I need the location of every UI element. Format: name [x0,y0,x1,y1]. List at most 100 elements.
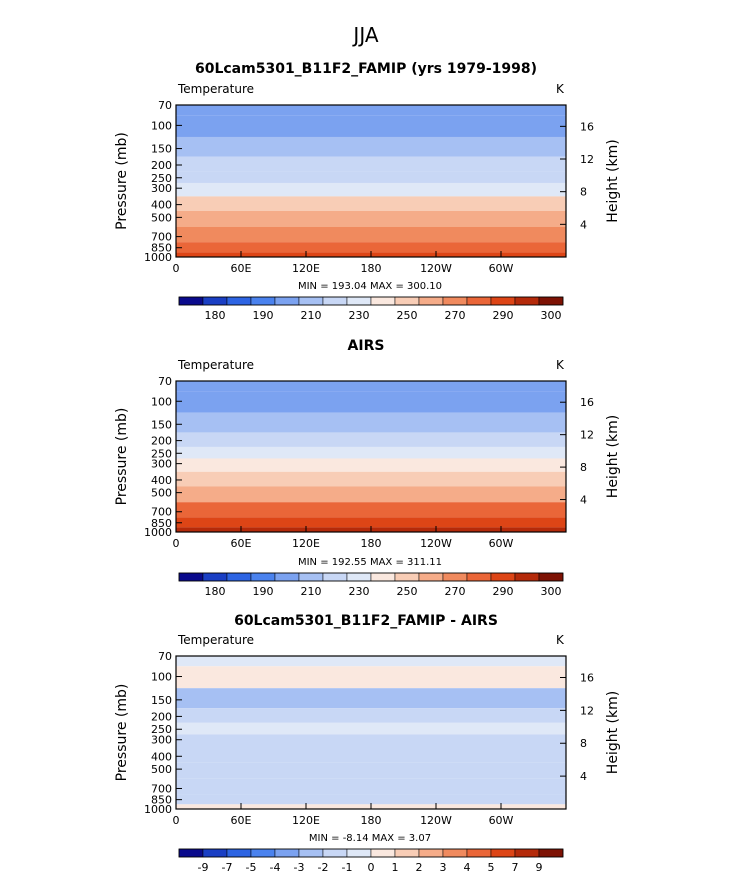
panel-title: 60Lcam5301_B11F2_FAMIP - AIRS [234,613,498,629]
colorbar-swatch [178,848,204,858]
colorbar-label: -4 [270,861,281,874]
colorbar-swatch [442,572,468,582]
x-tick-label: 0 [173,262,180,275]
contour-band [176,486,566,503]
x-tick-label: 0 [173,537,180,550]
panel-title: AIRS [348,338,385,354]
colorbar-swatch [442,296,468,306]
colorbar-swatch [514,296,540,306]
y-tick-label: 200 [151,435,172,448]
contour-band [176,748,566,763]
colorbar-swatch [514,848,540,858]
y-tick-label: 200 [151,710,172,723]
colorbar-swatch [466,848,492,858]
contour-band [176,458,566,472]
colorbar-label: 210 [301,309,322,322]
y-tick-label: 70 [158,99,172,112]
colorbar-swatch [274,848,300,858]
x-tick-label: 120W [420,814,452,827]
colorbar-swatch [346,296,372,306]
y-tick-label: 150 [151,418,172,431]
y2-axis-title: Height (km) [605,691,621,774]
colorbar-label: 4 [464,861,471,874]
colorbar-swatch [226,848,252,858]
colorbar-label: 190 [253,585,274,598]
colorbar-frame [178,572,564,582]
colorbar-label: 300 [541,309,562,322]
colorbar-swatch [298,296,324,306]
x-tick-label: 180 [361,537,382,550]
y-axis-title: Pressure (mb) [114,408,130,506]
y-axis-title: Pressure (mb) [114,684,130,782]
y-tick-label: 150 [151,143,172,156]
colorbar-swatch [298,848,324,858]
colorbar-label: 290 [493,585,514,598]
variable-label: Temperature [177,358,254,372]
colorbar-swatch [490,296,516,306]
colorbar-swatch [298,572,324,582]
y-tick-label: 70 [158,650,172,663]
contour-band [176,136,566,157]
colorbar-label: 230 [349,309,370,322]
y-tick-label: 100 [151,671,172,684]
y2-axis-title: Height (km) [605,139,621,222]
colorbar-swatch [418,296,444,306]
colorbar-swatch [202,848,228,858]
y-tick-label: 850 [151,794,172,807]
colorbar-label: -3 [294,861,305,874]
contour-band [176,794,566,805]
colorbar-swatch [178,296,204,306]
colorbar-swatch [418,572,444,582]
colorbar-swatch [250,572,276,582]
y-tick-label: 100 [151,119,172,132]
colorbar-label: 300 [541,585,562,598]
colorbar-swatch [274,572,300,582]
y-axis-title: Pressure (mb) [114,132,130,230]
colorbar-label: 2 [416,861,423,874]
contour-band [176,432,566,447]
colorbar-label: 230 [349,585,370,598]
x-tick-label: 0 [173,814,180,827]
contour-band [176,762,566,779]
contour-band [176,656,566,667]
page-title: JJA [351,23,378,47]
colorbar-swatch [226,296,252,306]
colorbar-label: 290 [493,309,514,322]
colorbar-swatch [418,848,444,858]
colorbar-label: -9 [198,861,209,874]
colorbar-swatch [514,572,540,582]
y2-tick-label: 16 [580,671,594,684]
contour-band [176,517,566,528]
contour-band [176,226,566,243]
colorbar-label: 250 [397,585,418,598]
panel-3: 60Lcam5301_B11F2_FAMIP - AIRS Temperature… [114,613,621,874]
colorbar-swatch [322,848,348,858]
colorbar-swatch [538,848,564,858]
colorbar-swatch [178,572,204,582]
colorbar-label: 270 [445,585,466,598]
colorbar-swatch [322,572,348,582]
contour-band [176,688,566,709]
x-tick-label: 120W [420,262,452,275]
y-tick-label: 100 [151,395,172,408]
contour-band [176,722,566,735]
y-tick-label: 850 [151,242,172,255]
y-tick-label: 400 [151,750,172,763]
colorbar-label: -2 [318,861,329,874]
contour-band [176,666,566,689]
colorbar-label: 9 [536,861,543,874]
contour-band [176,471,566,487]
colorbar-swatch [346,572,372,582]
colorbar-label: -1 [342,861,353,874]
x-tick-label: 120W [420,537,452,550]
contour-band [176,115,566,137]
x-tick-label: 60E [231,814,252,827]
x-tick-label: 60W [489,537,514,550]
colorbar-swatch [466,572,492,582]
colorbar-swatch [370,848,396,858]
contour-band [176,211,566,227]
y-tick-label: 700 [151,506,172,519]
stats-label: MIN = -8.14 MAX = 3.07 [309,833,431,844]
